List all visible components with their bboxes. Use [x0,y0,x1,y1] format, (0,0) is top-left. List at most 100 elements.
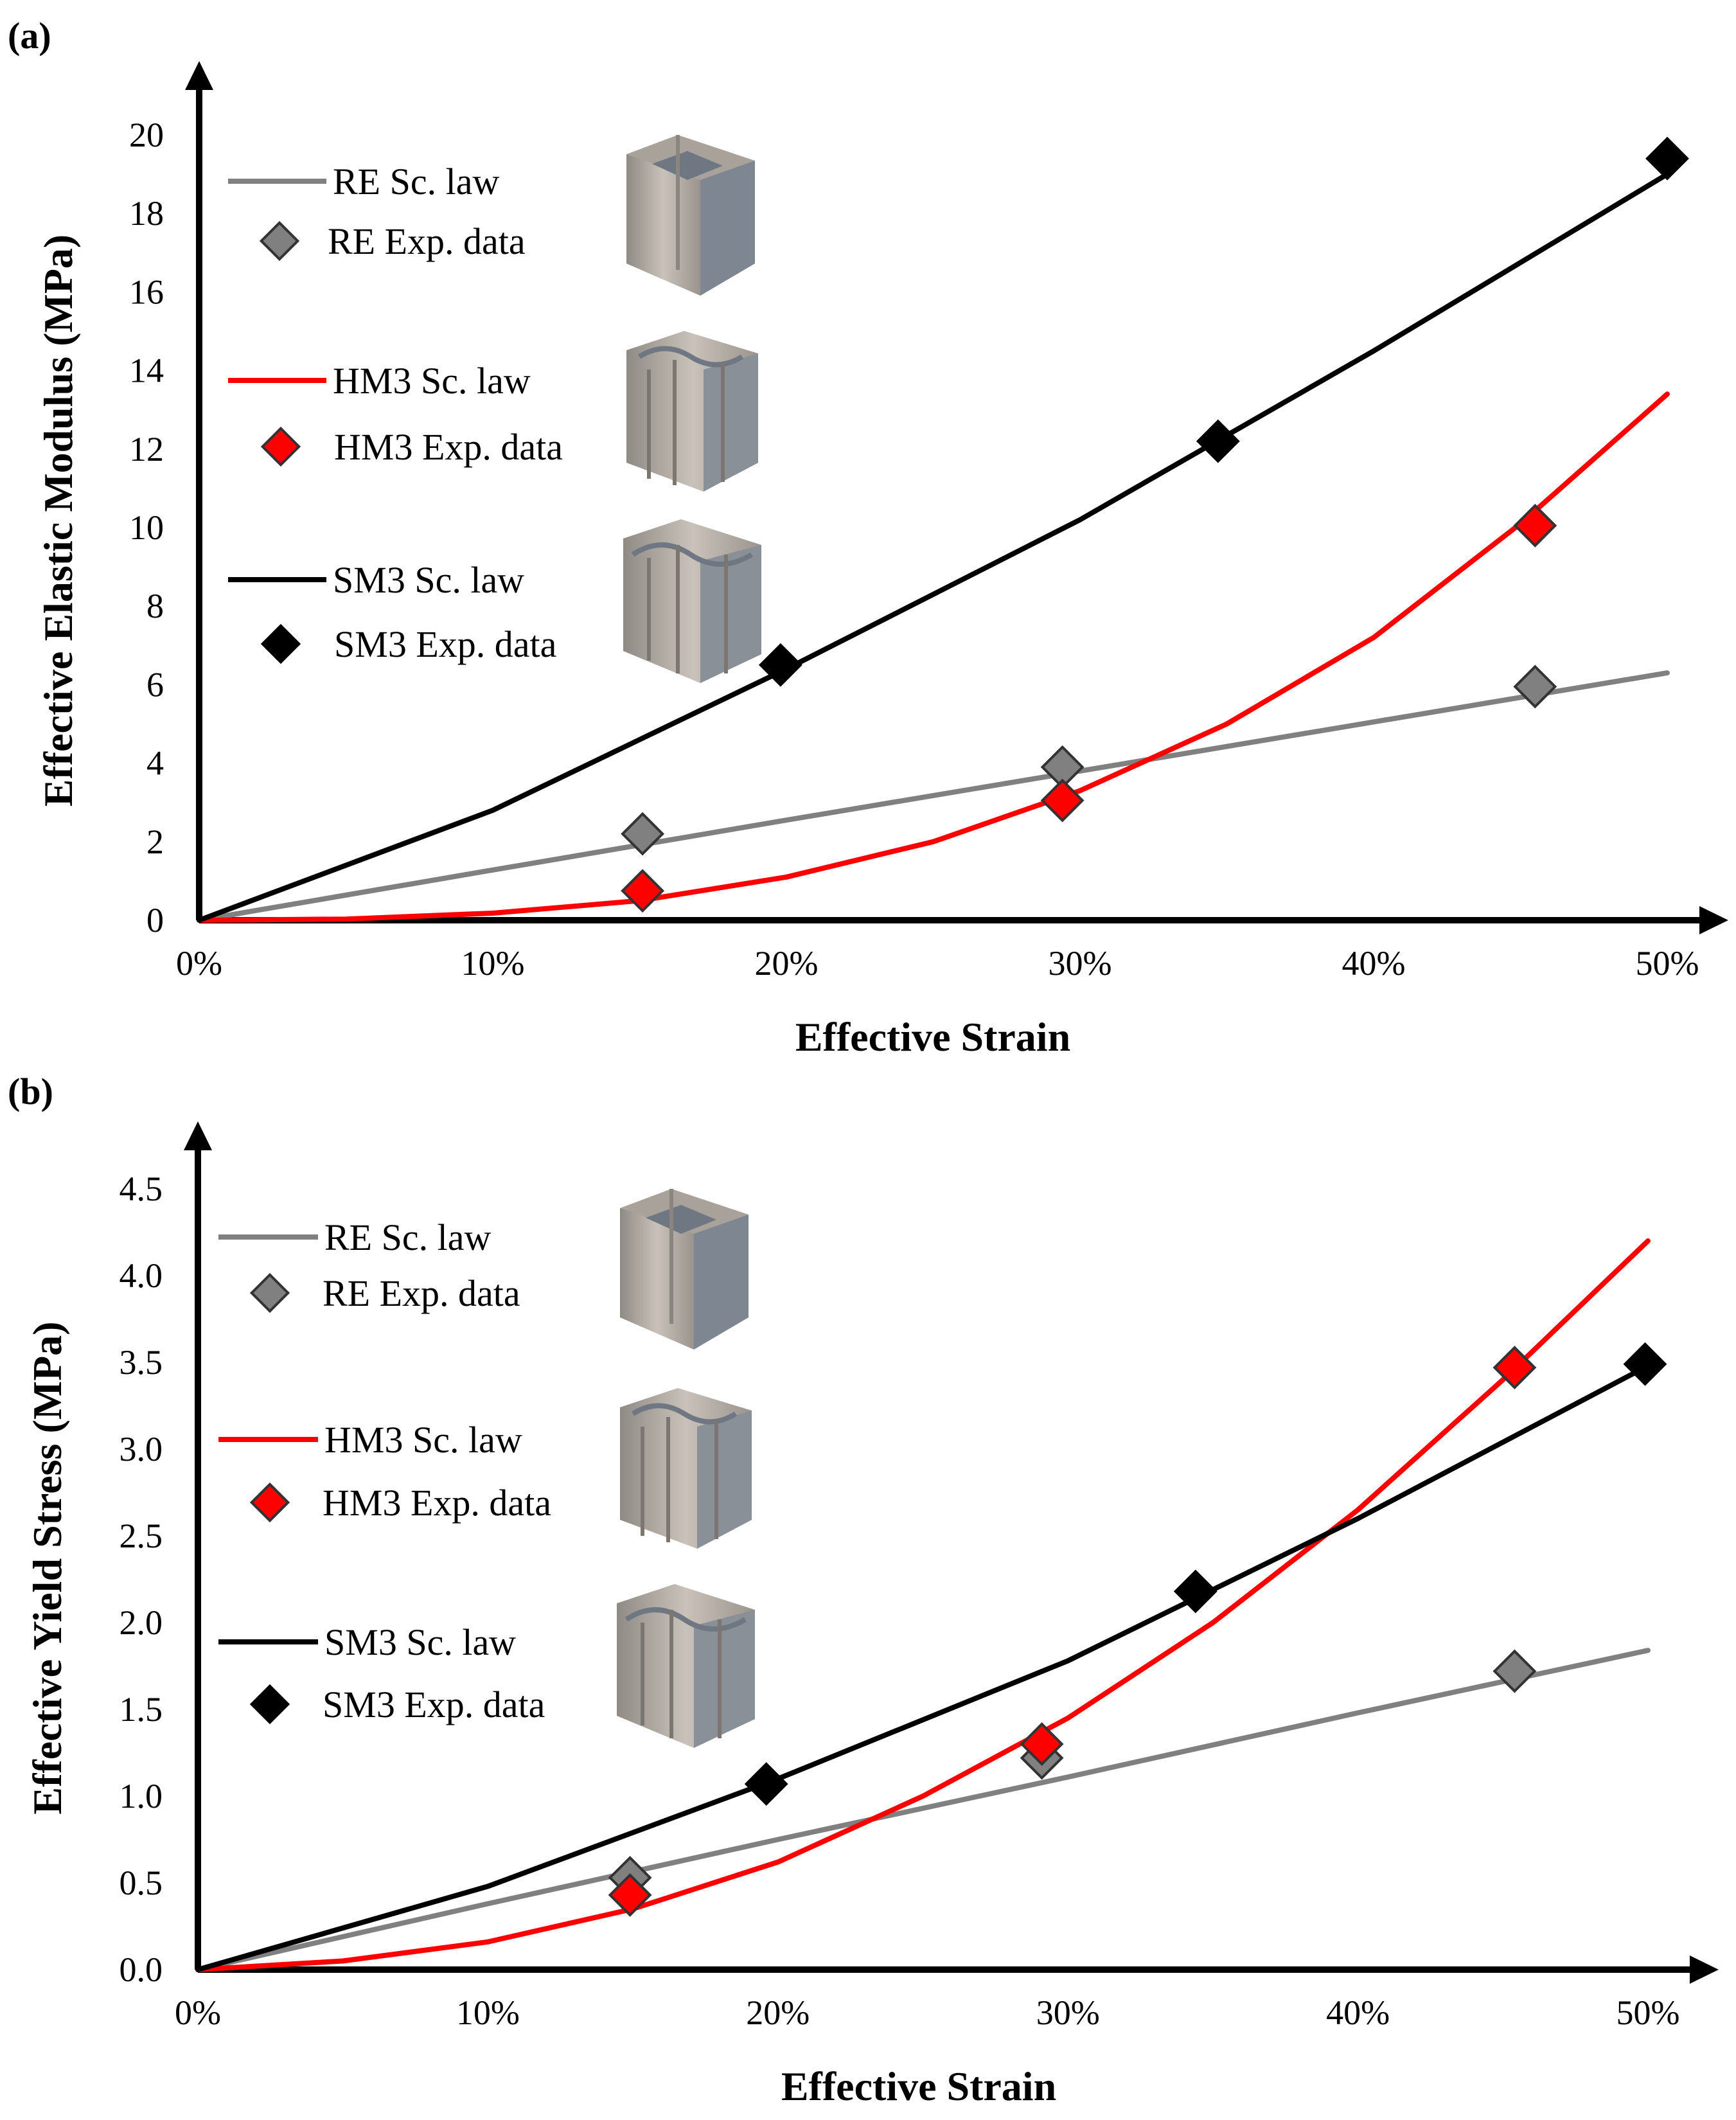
panel-a-x-axis-title: Effective Strain [795,1014,1070,1060]
y-tick-label: 2 [146,823,164,861]
sm3-unit-cell-image [617,1584,755,1748]
x-tick-label: 40% [1326,1993,1390,2032]
y-tick-label: 18 [129,194,164,233]
y-tick-label: 0.5 [120,1864,163,1902]
panel-b-yield-stress-chart: (b) 0% 10% 20% 30% 40% 50% 0.0 0.5 1.0 1.5 2.0 2.5 3… [8,1071,1719,2109]
data-point-sm3 [1623,1342,1667,1386]
data-point-hm3 [1040,778,1085,823]
data-point-re [1492,1649,1537,1693]
y-tick-label: 2.0 [120,1603,163,1642]
legend-label-re-sc-law: RE Sc. law [324,1216,491,1258]
data-point-hm3 [608,1873,652,1917]
x-tick-label: 10% [456,1993,520,2032]
x-tick-label: 30% [1036,1993,1100,2032]
panel-a-y-axis-title: Effective Elastic Modulus (MPa) [35,235,81,807]
series-line-re [197,670,1670,923]
panel-b-legend: RE Sc. law RE Exp. data HM3 Sc. law HM3 … [218,1216,551,1725]
re-unit-cell-image [620,1189,748,1349]
series-line-sm3 [195,1363,1651,1972]
x-axis-arrow [1699,906,1728,934]
y-tick-label: 2.5 [120,1517,163,1555]
legend-swatch-hm3-marker [249,1482,290,1523]
panel-b-tick-labels: 0% 10% 20% 30% 40% 50% 0.0 0.5 1.0 1.5 2.0 2.5 3.0 3.… [120,1170,1680,2032]
y-tick-label: 4.0 [120,1256,163,1295]
sm3-unit-cell-image [623,519,761,683]
data-point-sm3 [1173,1569,1218,1614]
legend-swatch-hm3-marker [260,426,301,467]
panel-a-label: (a) [8,15,51,57]
panel-b-axes [184,1121,1719,1984]
re-unit-cell-image [626,135,755,296]
x-tick-label: 50% [1616,1993,1680,2032]
y-tick-label: 0.0 [120,1950,163,1989]
y-tick-label: 4.5 [120,1170,163,1208]
y-tick-label: 10 [129,508,164,547]
x-tick-label: 20% [746,1993,810,2032]
panel-a-legend: RE Sc. law RE Exp. data HM3 Sc. law HM3 … [228,161,563,665]
x-tick-label: 20% [755,944,819,983]
x-tick-label: 10% [461,944,525,983]
data-point-sm3 [744,1762,788,1806]
legend-label-sm3-exp-data: SM3 Exp. data [334,623,556,665]
series-line-re [195,1648,1651,1972]
data-point-sm3 [1645,136,1689,181]
y-axis-arrow [184,1121,212,1150]
data-point-re [621,812,665,856]
hm3-unit-cell-image [620,1388,752,1549]
panel-b-x-axis-title: Effective Strain [781,2063,1056,2109]
y-tick-label: 4 [146,744,164,783]
panel-a-axes [185,61,1728,934]
panel-a-series [197,136,1689,923]
legend-label-sm3-exp-data: SM3 Exp. data [323,1684,545,1725]
x-axis-arrow [1690,1955,1719,1984]
y-tick-label: 6 [146,665,164,704]
data-point-sm3 [758,643,802,687]
legend-label-re-exp-data: RE Exp. data [328,220,526,262]
data-point-hm3 [1513,503,1557,548]
legend-label-hm3-exp-data: HM3 Exp. data [323,1482,551,1524]
legend-swatch-re-marker [259,220,300,262]
legend-label-re-sc-law: RE Sc. law [333,161,499,202]
data-point-re [1513,664,1557,709]
legend-label-sm3-sc-law: SM3 Sc. law [324,1621,516,1663]
data-point-hm3 [1020,1722,1064,1766]
data-point-sm3 [1196,419,1240,463]
legend-label-sm3-sc-law: SM3 Sc. law [333,559,524,601]
y-tick-label: 3.0 [120,1430,163,1468]
legend-label-hm3-sc-law: HM3 Sc. law [333,360,531,402]
hm3-unit-cell-image [626,331,758,492]
data-point-hm3 [1492,1346,1537,1390]
y-axis-arrow [185,61,213,90]
data-point-re [1040,745,1085,789]
panel-b-series [195,1238,1667,1972]
series-line-sm3 [197,172,1670,923]
y-tick-label: 8 [146,587,164,625]
legend-label-hm3-exp-data: HM3 Exp. data [334,426,563,468]
x-tick-label: 50% [1636,944,1699,983]
y-tick-label: 1.5 [120,1690,163,1729]
x-tick-label: 0% [175,1993,221,2032]
y-tick-label: 20 [129,116,164,154]
series-line-hm3 [195,1238,1651,1972]
legend-swatch-re-marker [249,1272,290,1314]
legend-swatch-sm3-marker [249,1684,290,1725]
legend-swatch-sm3-marker [260,623,301,664]
y-tick-label: 14 [129,352,164,390]
panel-a-elastic-modulus-chart: (a) 0% 10% 20% 30% 40% 50% 0 2 4 6 8 10 12 14 16 18 20 E… [8,15,1728,1060]
panel-a-tick-labels: 0% 10% 20% 30% 40% 50% 0 2 4 6 8 10 12 14 16 18 20 [129,116,1699,983]
y-tick-label: 0 [146,901,164,940]
panel-b-y-axis-title: Effective Yield Stress (MPa) [24,1321,70,1814]
panel-b-label: (b) [8,1071,53,1112]
y-tick-label: 16 [129,272,164,311]
series-line-hm3 [197,391,1670,923]
x-tick-label: 40% [1342,944,1406,983]
y-tick-label: 3.5 [120,1343,163,1382]
x-tick-label: 30% [1049,944,1112,983]
legend-label-re-exp-data: RE Exp. data [323,1272,520,1314]
x-tick-label: 0% [176,944,222,983]
y-tick-label: 12 [129,430,164,468]
legend-label-hm3-sc-law: HM3 Sc. law [324,1419,522,1461]
y-tick-label: 1.0 [120,1777,163,1815]
data-point-hm3 [621,869,665,913]
